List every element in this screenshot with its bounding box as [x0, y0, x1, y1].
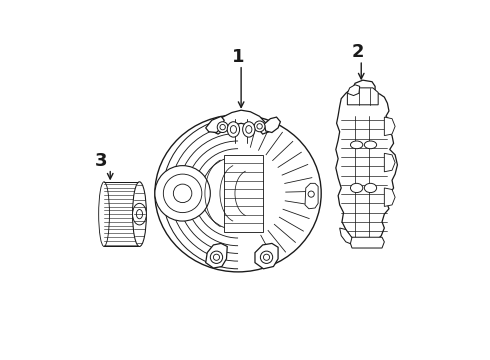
- Ellipse shape: [350, 141, 363, 149]
- Ellipse shape: [257, 124, 262, 129]
- Text: 2: 2: [352, 44, 365, 62]
- Ellipse shape: [243, 122, 255, 137]
- Polygon shape: [347, 88, 378, 105]
- Ellipse shape: [246, 126, 252, 133]
- Polygon shape: [214, 110, 269, 134]
- Ellipse shape: [210, 251, 222, 264]
- Polygon shape: [384, 117, 395, 136]
- Ellipse shape: [308, 191, 314, 197]
- Polygon shape: [350, 237, 384, 248]
- Ellipse shape: [220, 125, 225, 130]
- Ellipse shape: [132, 203, 147, 225]
- Ellipse shape: [365, 183, 377, 193]
- Polygon shape: [384, 153, 395, 172]
- Polygon shape: [264, 117, 280, 132]
- Polygon shape: [384, 188, 395, 206]
- Ellipse shape: [132, 182, 147, 247]
- Polygon shape: [255, 243, 278, 269]
- Ellipse shape: [254, 121, 265, 132]
- Ellipse shape: [264, 254, 270, 260]
- Ellipse shape: [98, 182, 109, 247]
- Ellipse shape: [136, 210, 143, 219]
- Ellipse shape: [365, 141, 377, 149]
- Ellipse shape: [260, 251, 273, 264]
- Ellipse shape: [350, 183, 363, 193]
- Ellipse shape: [155, 115, 321, 272]
- Polygon shape: [206, 116, 224, 132]
- Ellipse shape: [155, 166, 210, 221]
- Ellipse shape: [163, 174, 202, 213]
- Ellipse shape: [217, 122, 228, 132]
- Polygon shape: [206, 243, 227, 268]
- Text: 1: 1: [232, 48, 245, 66]
- Ellipse shape: [213, 254, 220, 260]
- Polygon shape: [224, 155, 263, 232]
- Polygon shape: [305, 183, 318, 209]
- Ellipse shape: [173, 184, 192, 203]
- Polygon shape: [340, 228, 354, 245]
- Ellipse shape: [227, 122, 240, 137]
- Text: 3: 3: [95, 152, 107, 170]
- Polygon shape: [336, 80, 397, 243]
- Polygon shape: [347, 85, 360, 95]
- Ellipse shape: [230, 126, 237, 133]
